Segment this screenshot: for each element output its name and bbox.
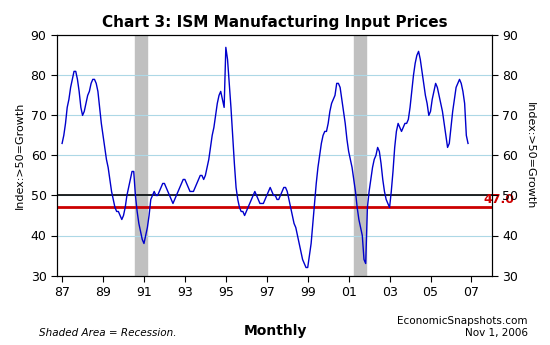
Title: Chart 3: ISM Manufacturing Input Prices: Chart 3: ISM Manufacturing Input Prices [102, 15, 447, 30]
Bar [135, 35, 147, 276]
Text: Shaded Area = Recession.: Shaded Area = Recession. [39, 328, 176, 338]
Y-axis label: Index:>50=Growth: Index:>50=Growth [15, 102, 25, 209]
Y-axis label: Index:>50=Growth: Index:>50=Growth [525, 102, 535, 209]
Text: 47.0: 47.0 [484, 193, 515, 206]
Text: Monthly: Monthly [243, 324, 307, 338]
Text: EconomicSnapshots.com
Nov 1, 2006: EconomicSnapshots.com Nov 1, 2006 [398, 316, 528, 338]
Bar [354, 35, 366, 276]
